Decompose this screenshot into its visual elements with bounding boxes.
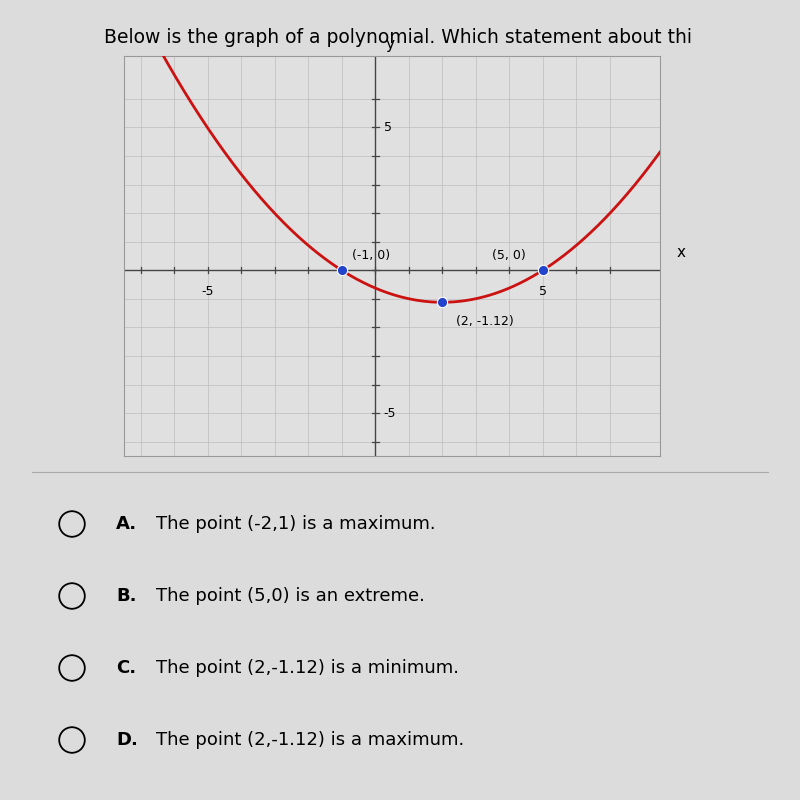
Text: The point (2,-1.12) is a maximum.: The point (2,-1.12) is a maximum. <box>156 731 464 749</box>
Text: y: y <box>386 37 394 52</box>
Text: -5: -5 <box>384 406 396 420</box>
Text: D.: D. <box>116 731 138 749</box>
Text: Below is the graph of a polynomial. Which statement about thi: Below is the graph of a polynomial. Whic… <box>104 28 692 47</box>
Text: C.: C. <box>116 659 136 677</box>
Text: 5: 5 <box>538 285 546 298</box>
Text: A.: A. <box>116 515 137 533</box>
Point <box>436 296 449 309</box>
Text: The point (-2,1) is a maximum.: The point (-2,1) is a maximum. <box>156 515 436 533</box>
Text: 5: 5 <box>384 121 392 134</box>
Text: x: x <box>677 246 686 260</box>
Point <box>536 264 549 277</box>
Text: -5: -5 <box>202 285 214 298</box>
Point <box>335 264 348 277</box>
Text: The point (2,-1.12) is a minimum.: The point (2,-1.12) is a minimum. <box>156 659 459 677</box>
Text: (-1, 0): (-1, 0) <box>352 250 390 262</box>
Text: (2, -1.12): (2, -1.12) <box>456 315 514 328</box>
Text: (5, 0): (5, 0) <box>493 250 526 262</box>
Text: B.: B. <box>116 587 137 605</box>
Text: The point (5,0) is an extreme.: The point (5,0) is an extreme. <box>156 587 425 605</box>
